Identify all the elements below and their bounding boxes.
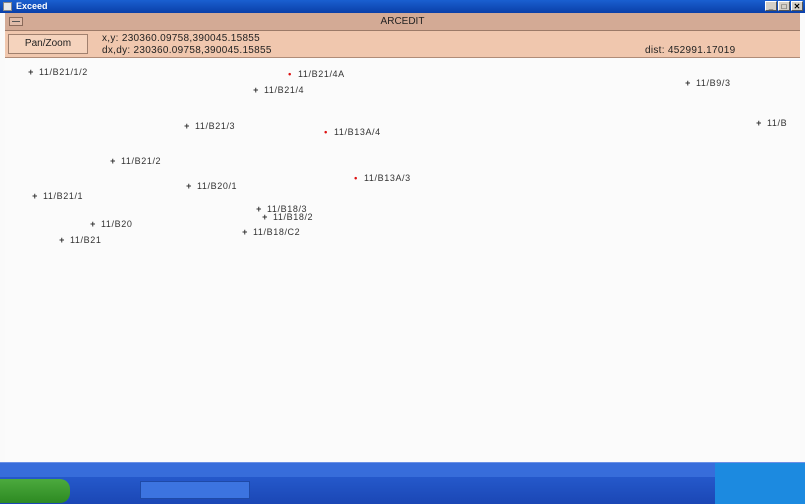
point-label: 11/B18/C2 xyxy=(253,227,301,237)
point-marker: + xyxy=(253,85,259,95)
point-label: 11/B21 xyxy=(70,235,102,245)
window-controls: _ □ ✕ xyxy=(765,1,803,11)
map-point[interactable]: +11/B21/4 xyxy=(252,85,304,95)
map-point[interactable]: +11/B21/1/2 xyxy=(27,67,88,77)
point-marker: + xyxy=(262,212,268,222)
point-marker: + xyxy=(32,191,38,201)
window-titlebar: Exceed _ □ ✕ xyxy=(0,0,805,13)
pan-zoom-button[interactable]: Pan/Zoom xyxy=(8,34,88,54)
point-marker: • xyxy=(324,127,328,137)
start-button[interactable] xyxy=(0,479,70,503)
info-bar: Pan/Zoom x,y: 230360.09758,390045.15855 … xyxy=(5,31,800,58)
point-marker: + xyxy=(685,78,691,88)
point-label: 11/B18/3 xyxy=(267,204,308,214)
point-marker: + xyxy=(256,204,262,214)
point-label: 11/B21/3 xyxy=(195,121,236,131)
system-tray xyxy=(715,463,805,504)
point-marker: + xyxy=(90,219,96,229)
point-label: 11/B13A/4 xyxy=(334,127,381,137)
point-marker: + xyxy=(184,121,190,131)
window-menu-icon[interactable] xyxy=(9,17,23,26)
point-marker: + xyxy=(59,235,65,245)
point-label: 11/B21/4A xyxy=(298,69,345,79)
point-label: 11/B21/4 xyxy=(264,85,305,95)
taskbar-strip xyxy=(0,463,805,477)
point-marker: • xyxy=(354,173,358,183)
map-point[interactable]: +11/B18/3 xyxy=(255,204,307,214)
app-title: ARCEDIT xyxy=(380,16,425,27)
map-point[interactable]: +11/B xyxy=(755,118,787,128)
distance-readout: dist: 452991.17019 xyxy=(645,45,736,56)
taskbar-item[interactable] xyxy=(140,481,250,499)
map-point[interactable]: +11/B21 xyxy=(58,235,101,245)
map-canvas[interactable]: +11/B21/1/2 • 11/B21/4A +11/B21/4 +11/B9/… xyxy=(5,58,800,462)
map-point[interactable]: +11/B21/2 xyxy=(109,156,161,166)
point-marker: + xyxy=(28,67,34,77)
point-label: 11/B21/1 xyxy=(43,191,84,201)
point-marker: + xyxy=(756,118,762,128)
point-label: 11/B18/2 xyxy=(273,212,314,222)
map-point[interactable]: +11/B20/1 xyxy=(185,181,237,191)
point-marker: • xyxy=(288,69,292,79)
dxdy-readout: dx,dy: 230360.09758,390045.15855 xyxy=(102,45,272,56)
point-label: 11/B20 xyxy=(101,219,133,229)
close-button[interactable]: ✕ xyxy=(791,1,803,11)
point-marker: + xyxy=(186,181,192,191)
map-point[interactable]: +11/B18/2 xyxy=(261,212,313,222)
point-label: 11/B21/1/2 xyxy=(39,67,88,77)
taskbar xyxy=(0,462,805,504)
xy-readout: x,y: 230360.09758,390045.15855 xyxy=(102,33,261,44)
map-point[interactable]: +11/B20 xyxy=(89,219,132,229)
map-point[interactable]: • 11/B13A/3 xyxy=(352,173,411,183)
map-point[interactable]: +11/B21/1 xyxy=(31,191,83,201)
point-label: 11/B21/2 xyxy=(121,156,162,166)
point-marker: + xyxy=(242,227,248,237)
window-title: Exceed xyxy=(16,1,48,11)
point-label: 11/B9/3 xyxy=(696,78,731,88)
map-point[interactable]: +11/B18/C2 xyxy=(241,227,300,237)
map-point[interactable]: • 11/B13A/4 xyxy=(322,127,381,137)
app-titlebar: ARCEDIT xyxy=(5,13,800,31)
point-label: 11/B xyxy=(767,118,788,128)
map-point[interactable]: • 11/B21/4A xyxy=(286,69,345,79)
app-icon xyxy=(3,2,12,11)
point-marker: + xyxy=(110,156,116,166)
map-point[interactable]: +11/B21/3 xyxy=(183,121,235,131)
maximize-button[interactable]: □ xyxy=(778,1,790,11)
minimize-button[interactable]: _ xyxy=(765,1,777,11)
map-point[interactable]: +11/B9/3 xyxy=(684,78,731,88)
point-label: 11/B20/1 xyxy=(197,181,238,191)
point-label: 11/B13A/3 xyxy=(364,173,411,183)
